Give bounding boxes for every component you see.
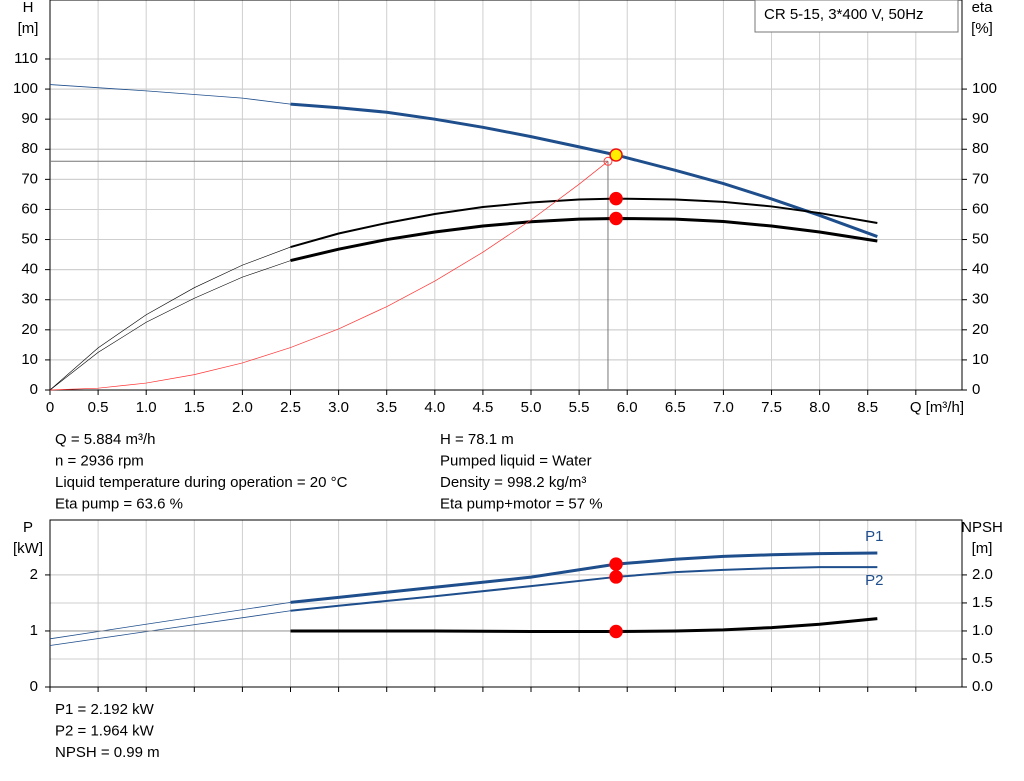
y-tick-label: 40 bbox=[21, 261, 38, 278]
duty-point bbox=[609, 557, 623, 571]
x-tick-label: 6.0 bbox=[617, 399, 638, 416]
y2-axis-label: [m] bbox=[972, 540, 993, 557]
curve-label: P2 bbox=[865, 572, 883, 589]
y2-tick-label: 60 bbox=[972, 200, 989, 217]
x-tick-label: 4.5 bbox=[472, 399, 493, 416]
curve bbox=[290, 216, 878, 263]
y2-tick-label: 0.5 bbox=[972, 650, 993, 667]
x-tick-label: 8.5 bbox=[857, 399, 878, 416]
y2-tick-label: 0 bbox=[972, 381, 980, 398]
y2-axis-label: NPSH bbox=[961, 519, 1003, 536]
readout: Q = 5.884 m³/h bbox=[55, 431, 155, 448]
y2-tick-label: 10 bbox=[972, 351, 989, 368]
y-tick-label: 10 bbox=[21, 351, 38, 368]
y2-tick-label: 20 bbox=[972, 321, 989, 338]
duty-point bbox=[609, 148, 623, 162]
y2-tick-label: 1.0 bbox=[972, 622, 993, 639]
y2-tick-label: 0.0 bbox=[972, 678, 993, 695]
y-tick-label: 50 bbox=[21, 231, 38, 248]
readout: Pumped liquid = Water bbox=[440, 452, 592, 469]
y2-tick-label: 90 bbox=[972, 110, 989, 127]
y2-tick-label: 70 bbox=[972, 170, 989, 187]
plot-frame bbox=[49, 0, 963, 391]
x-tick-label: 3.5 bbox=[376, 399, 397, 416]
x-tick-label: 0.5 bbox=[88, 399, 109, 416]
curve bbox=[290, 102, 878, 238]
y2-tick-label: 2.0 bbox=[972, 566, 993, 583]
x-tick-label: 7.0 bbox=[713, 399, 734, 416]
readout: Eta pump+motor = 57 % bbox=[440, 495, 603, 512]
y-tick-label: 90 bbox=[21, 110, 38, 127]
y-tick-label: 60 bbox=[21, 200, 38, 217]
y-axis-label: P bbox=[23, 519, 33, 536]
curve bbox=[49, 84, 291, 105]
duty-point bbox=[609, 570, 623, 584]
title-box bbox=[754, 0, 959, 33]
curve bbox=[290, 551, 878, 604]
readout: n = 2936 rpm bbox=[55, 452, 144, 469]
y-tick-label: 110 bbox=[14, 50, 38, 67]
y2-tick-label: 30 bbox=[972, 291, 989, 308]
x-tick-label: 5.5 bbox=[569, 399, 590, 416]
curve bbox=[49, 161, 609, 391]
y-tick-label: 0 bbox=[30, 678, 38, 695]
y-tick-label: 70 bbox=[21, 170, 38, 187]
x-tick-label: 6.5 bbox=[665, 399, 686, 416]
readout: Eta pump = 63.6 % bbox=[55, 495, 183, 512]
curve bbox=[49, 246, 291, 391]
duty-point bbox=[609, 211, 623, 226]
y2-tick-label: 40 bbox=[972, 261, 989, 278]
curve bbox=[49, 610, 291, 646]
y-axis-label: H bbox=[23, 0, 34, 16]
y2-axis-label: eta bbox=[972, 0, 994, 16]
y-tick-label: 100 bbox=[13, 80, 38, 97]
x-tick-label: 8.0 bbox=[809, 399, 830, 416]
x-tick-label: 5.0 bbox=[521, 399, 542, 416]
y-axis-label: [kW] bbox=[13, 540, 43, 557]
x-tick-label: 2.5 bbox=[280, 399, 301, 416]
readout: Density = 998.2 kg/m³ bbox=[440, 474, 586, 491]
curve bbox=[290, 566, 878, 612]
readout: NPSH = 0.99 m bbox=[55, 744, 160, 761]
readout: Liquid temperature during operation = 20… bbox=[55, 474, 348, 491]
curve bbox=[290, 617, 878, 634]
x-tick-label: 0 bbox=[46, 399, 54, 416]
curve-label: P1 bbox=[865, 528, 883, 545]
crosshair-point bbox=[603, 156, 613, 166]
plot-frame bbox=[49, 519, 963, 688]
readout: P1 = 2.192 kW bbox=[55, 701, 155, 718]
y2-tick-label: 1.5 bbox=[972, 594, 993, 611]
x-tick-label: Q [m³/h] bbox=[910, 399, 964, 416]
x-tick-label: 1.5 bbox=[184, 399, 205, 416]
curve bbox=[49, 260, 291, 391]
y-tick-label: 1 bbox=[30, 622, 38, 639]
x-tick-label: 4.0 bbox=[424, 399, 445, 416]
readout: P2 = 1.964 kW bbox=[55, 722, 155, 739]
curve bbox=[290, 197, 878, 249]
y2-tick-label: 100 bbox=[972, 80, 997, 97]
chart-title: CR 5-15, 3*400 V, 50Hz bbox=[764, 6, 924, 23]
x-tick-label: 3.0 bbox=[328, 399, 349, 416]
y-tick-label: 0 bbox=[30, 381, 38, 398]
x-tick-label: 1.0 bbox=[136, 399, 157, 416]
readout: H = 78.1 m bbox=[440, 431, 514, 448]
duty-point bbox=[609, 624, 623, 639]
y2-axis-label: [%] bbox=[971, 20, 993, 37]
x-tick-label: 7.5 bbox=[761, 399, 782, 416]
y2-tick-label: 80 bbox=[972, 140, 989, 157]
duty-point bbox=[609, 191, 623, 206]
y-tick-label: 2 bbox=[30, 566, 38, 583]
y-tick-label: 20 bbox=[21, 321, 38, 338]
curve bbox=[49, 601, 291, 640]
y-axis-label: [m] bbox=[18, 20, 39, 37]
x-tick-label: 2.0 bbox=[232, 399, 253, 416]
y-tick-label: 80 bbox=[21, 140, 38, 157]
y-tick-label: 30 bbox=[21, 291, 38, 308]
y2-tick-label: 50 bbox=[972, 231, 989, 248]
